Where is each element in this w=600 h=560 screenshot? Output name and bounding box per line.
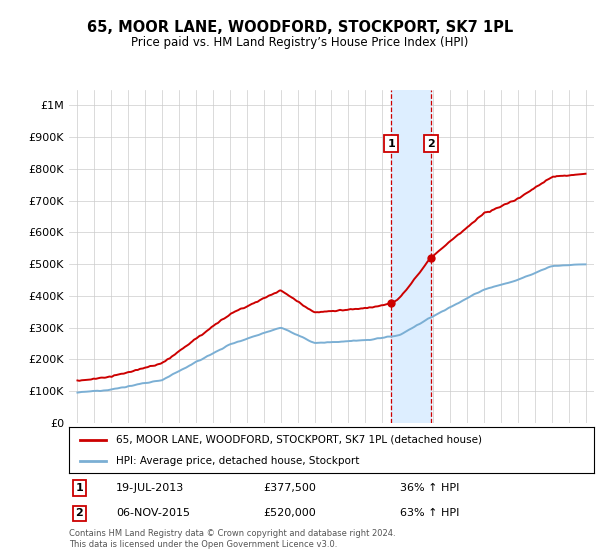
Text: £520,000: £520,000: [263, 508, 316, 519]
Text: £377,500: £377,500: [263, 483, 316, 493]
Text: HPI: Average price, detached house, Stockport: HPI: Average price, detached house, Stoc…: [116, 456, 359, 466]
Text: 65, MOOR LANE, WOODFORD, STOCKPORT, SK7 1PL (detached house): 65, MOOR LANE, WOODFORD, STOCKPORT, SK7 …: [116, 435, 482, 445]
Bar: [391, 90, 431, 423]
Text: 65, MOOR LANE, WOODFORD, STOCKPORT, SK7 1PL: 65, MOOR LANE, WOODFORD, STOCKPORT, SK7 …: [87, 20, 513, 35]
Text: 2: 2: [76, 508, 83, 519]
Text: 1: 1: [76, 483, 83, 493]
Text: 19-JUL-2013: 19-JUL-2013: [116, 483, 185, 493]
Text: Price paid vs. HM Land Registry’s House Price Index (HPI): Price paid vs. HM Land Registry’s House …: [131, 36, 469, 49]
Text: 2: 2: [427, 138, 435, 148]
Text: Contains HM Land Registry data © Crown copyright and database right 2024.
This d: Contains HM Land Registry data © Crown c…: [69, 529, 395, 549]
Text: 36% ↑ HPI: 36% ↑ HPI: [400, 483, 459, 493]
Text: 1: 1: [387, 138, 395, 148]
Text: 06-NOV-2015: 06-NOV-2015: [116, 508, 190, 519]
Text: 63% ↑ HPI: 63% ↑ HPI: [400, 508, 459, 519]
